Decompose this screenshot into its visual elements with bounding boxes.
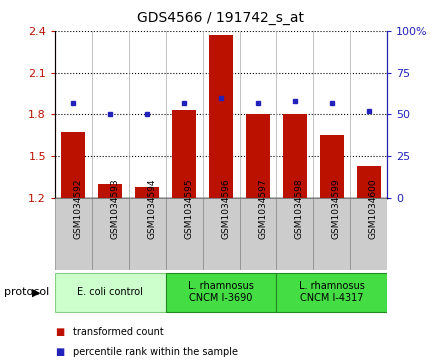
Bar xyxy=(166,273,276,312)
Bar xyxy=(92,198,129,270)
Text: GDS4566 / 191742_s_at: GDS4566 / 191742_s_at xyxy=(136,11,304,25)
Text: GSM1034598: GSM1034598 xyxy=(295,178,304,239)
Bar xyxy=(129,198,166,270)
Text: transformed count: transformed count xyxy=(73,327,163,337)
Text: protocol: protocol xyxy=(4,287,50,297)
Text: GSM1034599: GSM1034599 xyxy=(332,178,341,239)
Text: E. coli control: E. coli control xyxy=(77,287,143,297)
Bar xyxy=(62,132,85,198)
Bar xyxy=(209,35,233,198)
Text: GSM1034594: GSM1034594 xyxy=(147,179,156,239)
Text: percentile rank within the sample: percentile rank within the sample xyxy=(73,347,238,357)
Bar xyxy=(350,198,387,270)
Bar xyxy=(55,273,166,312)
Bar xyxy=(55,198,92,270)
Bar xyxy=(135,187,159,198)
Bar xyxy=(246,114,270,198)
Text: GSM1034593: GSM1034593 xyxy=(110,178,119,239)
Bar xyxy=(166,198,203,270)
Text: GSM1034592: GSM1034592 xyxy=(73,179,82,239)
Text: ■: ■ xyxy=(55,347,64,357)
Bar xyxy=(313,198,350,270)
Text: GSM1034597: GSM1034597 xyxy=(258,178,267,239)
Text: GSM1034595: GSM1034595 xyxy=(184,178,193,239)
Text: ■: ■ xyxy=(55,327,64,337)
Bar xyxy=(99,184,122,198)
Bar xyxy=(276,198,313,270)
Bar xyxy=(357,166,381,198)
Text: L. rhamnosus
CNCM I-4317: L. rhamnosus CNCM I-4317 xyxy=(299,281,365,303)
Text: GSM1034596: GSM1034596 xyxy=(221,178,230,239)
Text: GSM1034600: GSM1034600 xyxy=(369,178,378,239)
Bar xyxy=(276,273,387,312)
Bar xyxy=(239,198,276,270)
Bar xyxy=(172,110,196,198)
Text: ▶: ▶ xyxy=(32,287,41,297)
Bar xyxy=(283,114,307,198)
Text: L. rhamnosus
CNCM I-3690: L. rhamnosus CNCM I-3690 xyxy=(188,281,254,303)
Bar xyxy=(203,198,239,270)
Bar xyxy=(320,135,344,198)
